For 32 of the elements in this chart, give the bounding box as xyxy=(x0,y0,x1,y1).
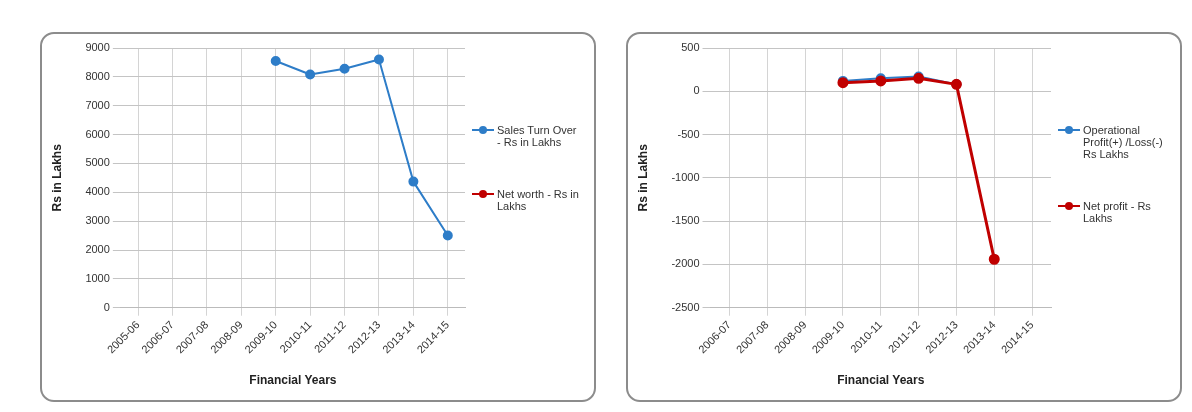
legend-label: Sales Turn Over - Rs in Lakhs xyxy=(497,124,578,148)
y-tick-label: 4000 xyxy=(85,185,110,198)
x-axis-title: Financial Years xyxy=(837,373,925,388)
y-tick-label: -2000 xyxy=(671,257,700,270)
point xyxy=(339,63,350,74)
y-tick-label: -1500 xyxy=(671,214,700,227)
y-axis-title: Rs in Lakhs xyxy=(49,143,64,212)
y-tick-label: 0 xyxy=(103,300,110,313)
x-axis-title: Financial Years xyxy=(249,373,337,388)
point xyxy=(408,176,419,187)
y-tick-label: 1000 xyxy=(85,271,110,284)
legend-label: Net profit - Rs Lakhs xyxy=(1083,200,1152,224)
y-tick-label: 9000 xyxy=(85,41,110,54)
y-tick-label: -2500 xyxy=(671,300,700,313)
legend-label: Operational Profit(+) /Loss(-) Rs Lakhs xyxy=(1083,124,1164,160)
y-tick-label: 0 xyxy=(693,84,700,97)
y-tick-label: 7000 xyxy=(85,98,110,111)
y-tick-label: 500 xyxy=(681,41,700,54)
y-tick-label: 2000 xyxy=(85,243,110,256)
point xyxy=(270,55,281,66)
point xyxy=(442,230,453,241)
point xyxy=(373,54,384,65)
legend-label: Net worth - Rs in Lakhs xyxy=(497,188,580,212)
y-tick-label: -500 xyxy=(677,127,700,140)
y-axis-title: Rs in Lakhs xyxy=(635,143,650,212)
y-tick-label: -1000 xyxy=(671,170,700,183)
y-tick-label: 6000 xyxy=(85,127,110,140)
y-tick-label: 5000 xyxy=(85,156,110,169)
point xyxy=(305,69,316,80)
y-tick-label: 8000 xyxy=(85,69,110,82)
point xyxy=(988,253,1000,265)
y-tick-label: 3000 xyxy=(85,214,110,227)
